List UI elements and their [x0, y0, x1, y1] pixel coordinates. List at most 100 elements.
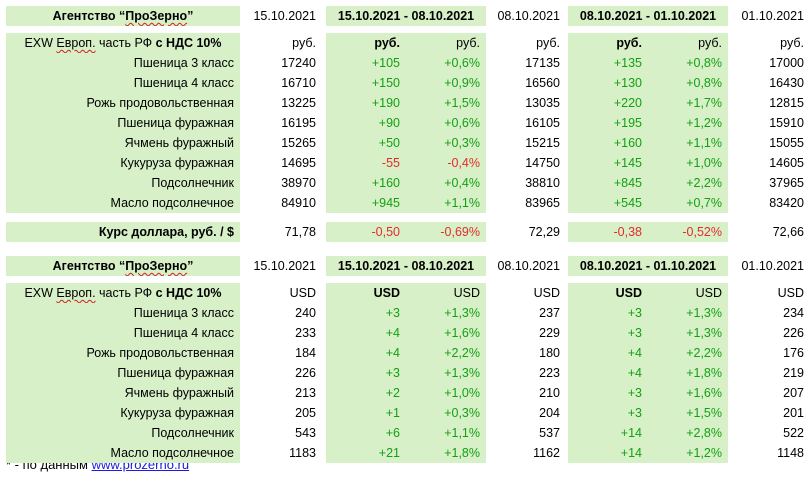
change-pct-week1: +1,6% [406, 323, 486, 343]
price-current: 14695 [281, 156, 316, 170]
change-pct-week2: +2,2% [648, 343, 728, 363]
table-row: Кукуруза фуражная 205 +1 +0,3% 204 +3 +1,5% 201 [0, 403, 812, 423]
unit-label: руб. [648, 33, 728, 53]
change-abs-week2: +195 [568, 113, 648, 133]
price-prev: 16560 [525, 76, 560, 90]
price-prev: 38810 [525, 176, 560, 190]
product-name: Масло подсолнечное [6, 193, 240, 213]
change-pct-week1: +1,5% [406, 93, 486, 113]
change-pct-week1: +2,2% [406, 343, 486, 363]
product-name: Пшеница 4 класс [6, 323, 240, 343]
rub-header-row: Агентство “ПроЗерно” 15.10.2021 15.10.20… [0, 6, 812, 26]
change-pct-week1: +0,3% [406, 133, 486, 153]
change-abs-week1: +160 [326, 173, 406, 193]
price-current: 1183 [289, 446, 316, 460]
price-current: 184 [295, 346, 316, 360]
change-pct-week2: +1,5% [648, 403, 728, 423]
usd-rate-change2: -0,38 [568, 222, 648, 242]
product-name: Ячмень фуражный [6, 133, 240, 153]
change-pct-week2: +0,7% [648, 193, 728, 213]
price-prev: 1162 [533, 446, 560, 460]
table-row: Кукуруза фуражная 14695 -55 -0,4% 14750 +145 +… [0, 153, 812, 173]
price-prev2: 17000 [769, 56, 804, 70]
price-prev2: 201 [783, 406, 804, 420]
price-prev: 210 [539, 386, 560, 400]
unit-label: руб. [568, 33, 648, 53]
price-current: 38970 [281, 176, 316, 190]
price-prev2: 219 [783, 366, 804, 380]
product-name: Пшеница фуражная [6, 363, 240, 383]
change-abs-week1: +90 [326, 113, 406, 133]
change-pct-week2: +0,8% [648, 53, 728, 73]
price-current: 13225 [281, 96, 316, 110]
change-abs-week1: +3 [326, 363, 406, 383]
change-abs-week2: +130 [568, 73, 648, 93]
table-row: Пшеница фуражная 16195 +90 +0,6% 16105 +195 +1… [0, 113, 812, 133]
usd-rate-row: Курс доллара, руб. / $ 71,78 -0,50 -0,69… [0, 222, 812, 242]
table-row: Масло подсолнечное 1183 +21 +1,8% 1162 +14 +1,… [0, 443, 812, 463]
unit-label: руб. [536, 36, 560, 50]
usd-rate-prev: 72,29 [528, 225, 560, 239]
change-abs-week1: +150 [326, 73, 406, 93]
price-current: 17240 [281, 56, 316, 70]
table-row: Пшеница 4 класс 16710 +150 +0,9% 16560 +130 +0… [0, 73, 812, 93]
table-row: Рожь продовольственная 184 +4 +2,2% 180 +4 +2,… [0, 343, 812, 363]
change-pct-week1: +1,3% [406, 303, 486, 323]
product-name: Пшеница 3 класс [6, 53, 240, 73]
price-prev: 83965 [525, 196, 560, 210]
price-prev2: 16430 [769, 76, 804, 90]
unit-label: USD [533, 286, 560, 300]
rub-units-row: EXW Европ. часть РФ с НДС 10% руб. руб. руб… [0, 33, 812, 53]
product-name: Подсолнечник [6, 423, 240, 443]
change-pct-week1: +1,1% [406, 193, 486, 213]
date-prev2: 01.10.2021 [741, 9, 804, 23]
change-abs-week2: +220 [568, 93, 648, 113]
product-name: Масло подсолнечное [6, 443, 240, 463]
price-prev: 223 [539, 366, 560, 380]
change-pct-week2: +1,3% [648, 303, 728, 323]
price-current: 15265 [281, 136, 316, 150]
unit-label: руб. [292, 36, 316, 50]
change-abs-week1: +105 [326, 53, 406, 73]
change-abs-week1: -55 [326, 153, 406, 173]
unit-label: USD [289, 286, 316, 300]
change-abs-week2: +14 [568, 443, 648, 463]
change-pct-week2: +1,8% [648, 363, 728, 383]
price-prev2: 15910 [769, 116, 804, 130]
usd-rate-pct1: -0,69% [406, 222, 486, 242]
table-row: Пшеница фуражная 226 +3 +1,3% 223 +4 +1,8% 219 [0, 363, 812, 383]
usd-units-row: EXW Европ. часть РФ с НДС 10% USD USD USD US… [0, 283, 812, 303]
unit-label: USD [648, 283, 728, 303]
change-abs-week2: +14 [568, 423, 648, 443]
date-prev: 08.10.2021 [497, 9, 560, 23]
change-pct-week2: +2,8% [648, 423, 728, 443]
usd-rate-pct2: -0,52% [648, 222, 728, 242]
usd-rate-label: Курс доллара, руб. / $ [6, 222, 240, 242]
price-prev: 537 [539, 426, 560, 440]
price-current: 233 [295, 326, 316, 340]
change-abs-week2: +4 [568, 343, 648, 363]
agency-title-text: Агентство “ПроЗерно” [52, 9, 194, 23]
price-prev2: 1148 [777, 446, 804, 460]
agency-title-usd-text: Агентство “ПроЗерно” [52, 259, 194, 273]
change-abs-week1: +21 [326, 443, 406, 463]
price-prev: 229 [539, 326, 560, 340]
change-abs-week1: +2 [326, 383, 406, 403]
price-prev2: 522 [783, 426, 804, 440]
price-prev2: 176 [783, 346, 804, 360]
price-current: 226 [295, 366, 316, 380]
change-pct-week1: +0,9% [406, 73, 486, 93]
price-prev2: 83420 [769, 196, 804, 210]
change-pct-week1: +1,0% [406, 383, 486, 403]
price-prev: 17135 [525, 56, 560, 70]
unit-label: руб. [780, 36, 804, 50]
product-name: Пшеница 4 класс [6, 73, 240, 93]
price-current: 240 [295, 306, 316, 320]
change-pct-week2: +1,1% [648, 133, 728, 153]
usd-rate-prev2: 72,66 [772, 225, 804, 239]
table-row: Подсолнечник 543 +6 +1,1% 537 +14 +2,8% 522 [0, 423, 812, 443]
product-name: Ячмень фуражный [6, 383, 240, 403]
period-week2-usd: 08.10.2021 - 01.10.2021 [568, 256, 728, 276]
table-row: Пшеница 4 класс 233 +4 +1,6% 229 +3 +1,3% 226 [0, 323, 812, 343]
